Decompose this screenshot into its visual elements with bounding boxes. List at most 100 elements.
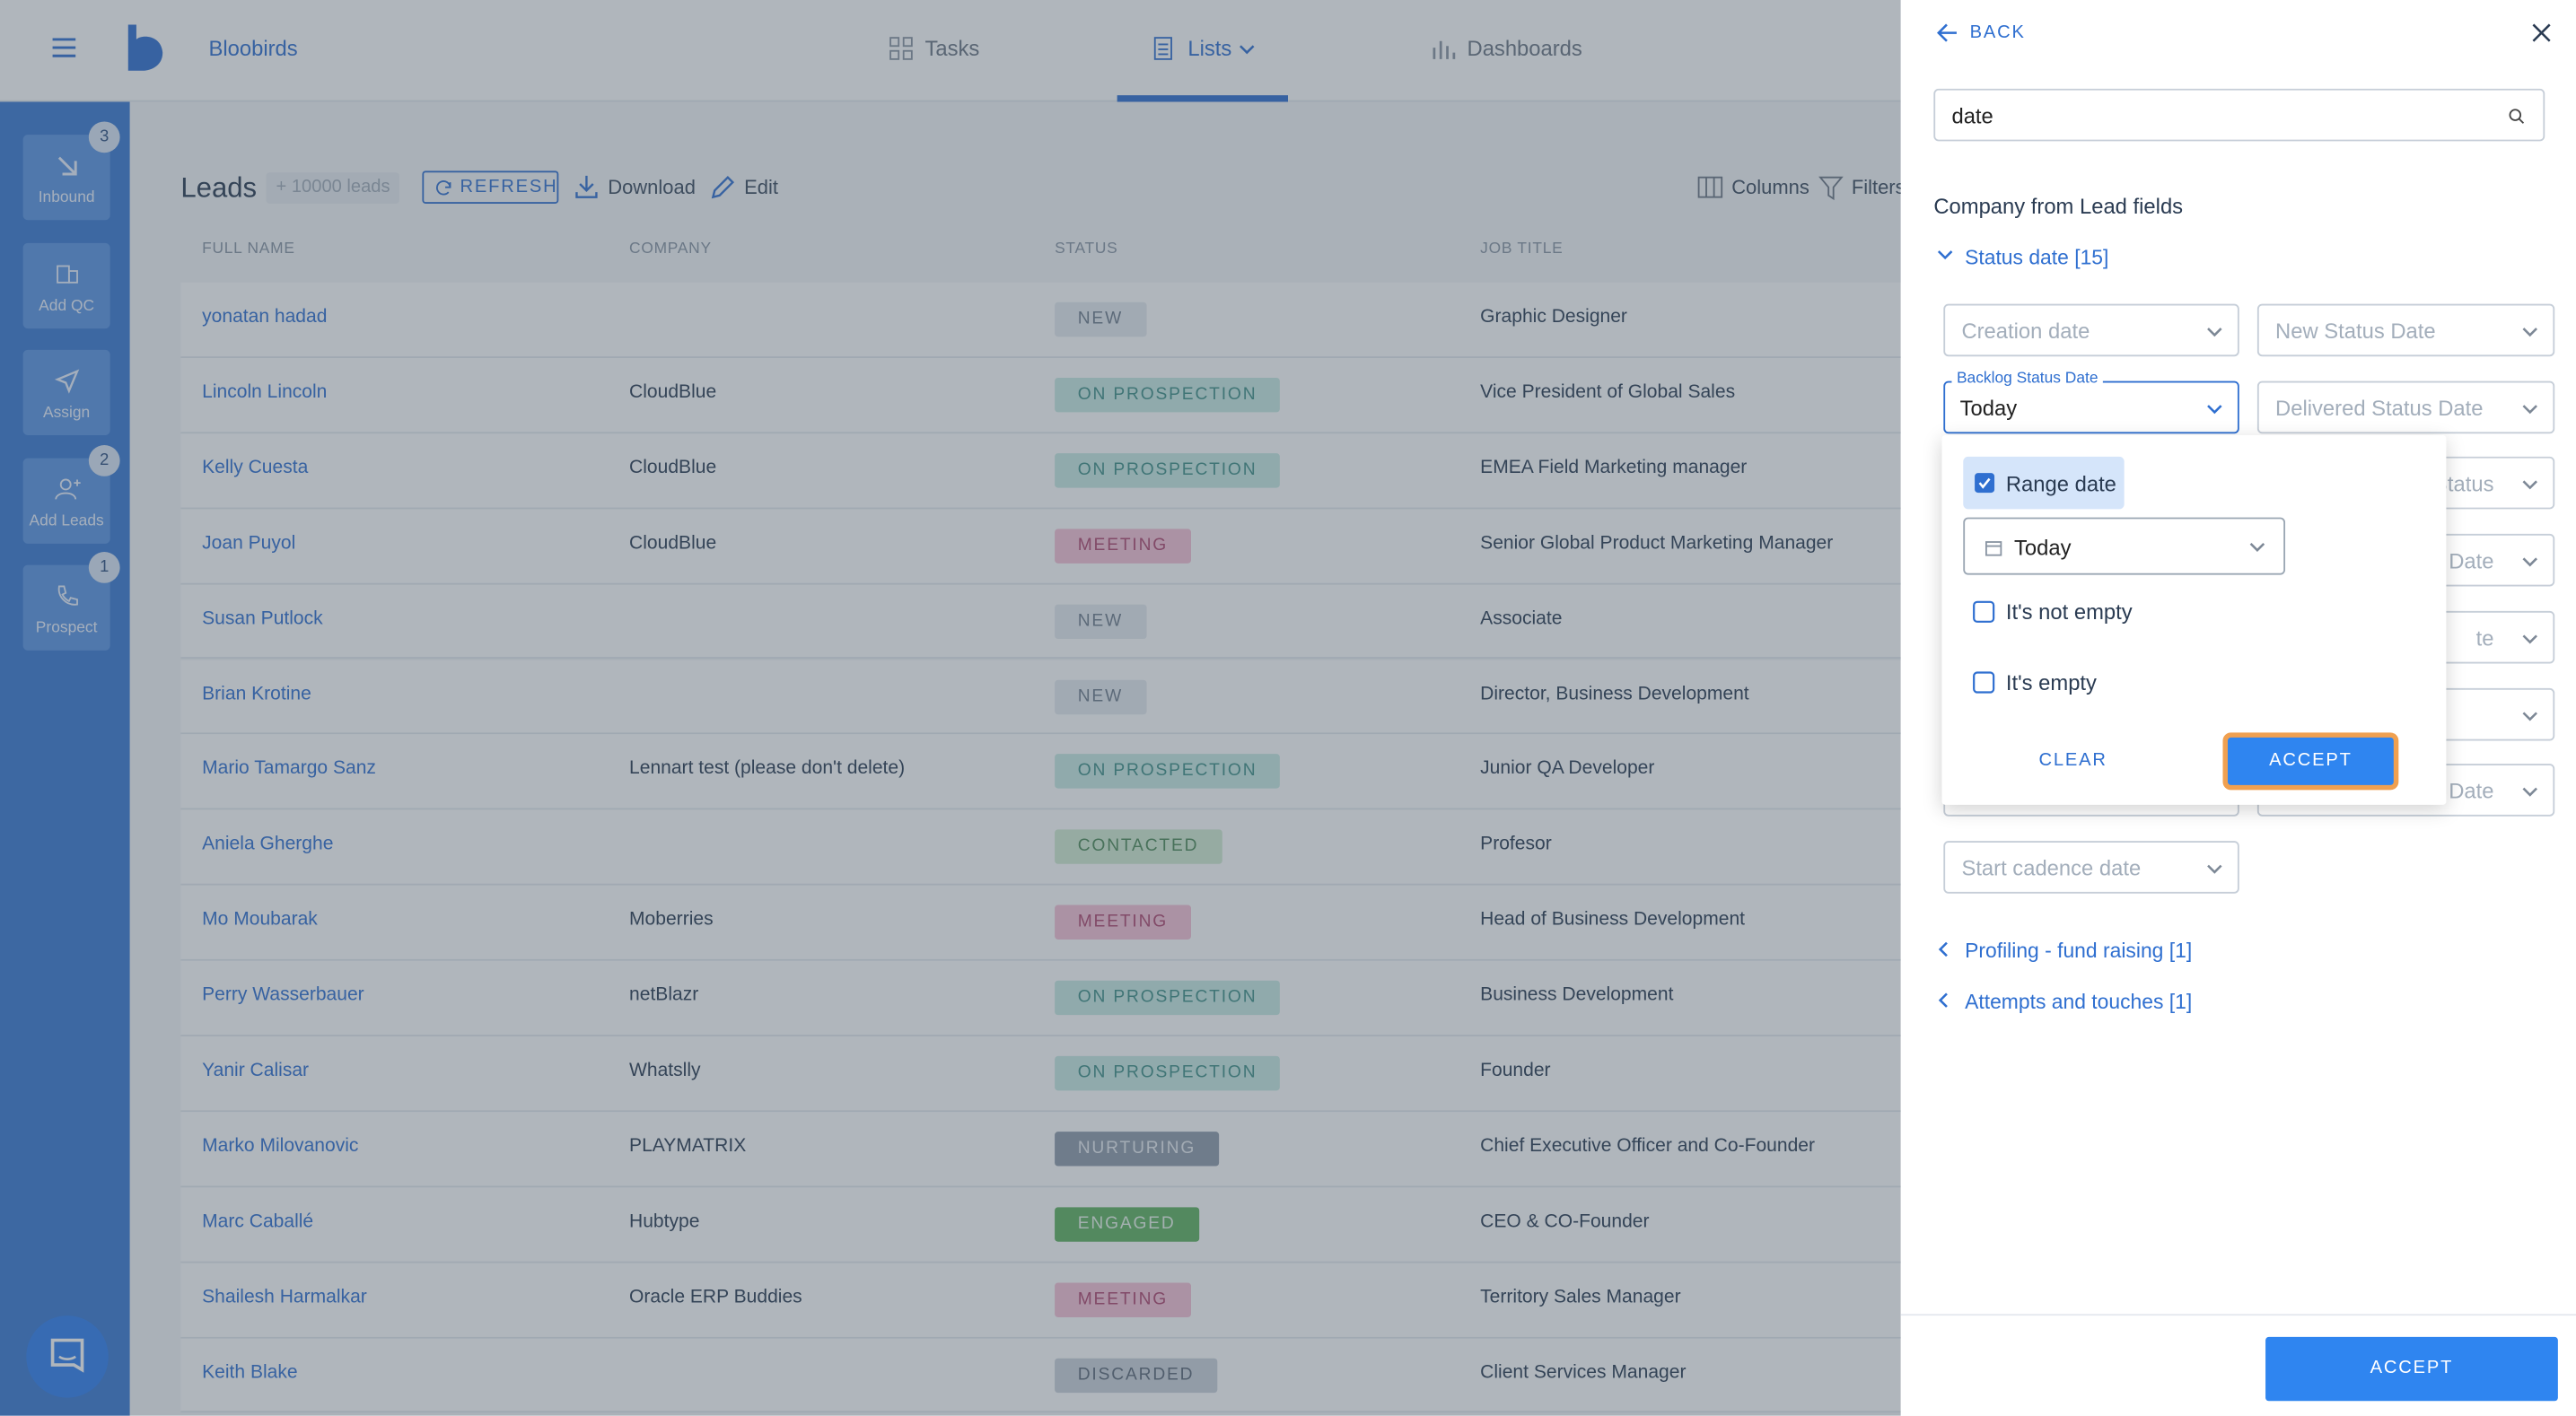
- column-header: FULL NAME: [202, 240, 295, 258]
- column-header: JOB TITLE: [1480, 240, 1564, 258]
- field-label: Backlog Status Date: [1951, 369, 2104, 388]
- table-row[interactable]: Shailesh Harmalkar Oracle ERP Buddies MEET…: [180, 1262, 1923, 1338]
- filter-icon: [1818, 176, 1844, 201]
- sidebar-button[interactable]: Inbound 3: [22, 121, 120, 221]
- table-row[interactable]: Marko Milovanovic PLAYMATRIX NURTURING Chie…: [180, 1111, 1923, 1187]
- table-row[interactable]: Lincoln Lincoln CloudBlue ON PROSPECTION Vi…: [180, 357, 1923, 433]
- table-row[interactable]: Marc Caballé Hubtype ENGAGED CEO & CO-Found…: [180, 1186, 1923, 1263]
- period-select[interactable]: Today: [1963, 517, 2286, 575]
- lead-name[interactable]: Lincoln Lincoln: [202, 382, 328, 403]
- lead-name[interactable]: Perry Wasserbauer: [202, 985, 364, 1006]
- checkbox-checked: [1975, 473, 1995, 494]
- table-row[interactable]: Susan Putlock NEW Associate: [180, 583, 1923, 660]
- chevron-icon: [1240, 45, 1255, 55]
- table-row[interactable]: Aniela Gherghe CONTACTED Profesor: [180, 809, 1923, 886]
- status-badge: MEETING: [1055, 905, 1191, 940]
- calendar-icon: [1985, 541, 2002, 556]
- badge: 3: [88, 121, 120, 153]
- sidebar-icon: [57, 156, 77, 176]
- back-button[interactable]: BACK: [1969, 22, 2026, 43]
- lead-name[interactable]: Susan Putlock: [202, 608, 323, 629]
- filter-field[interactable]: Start cadence date: [1943, 840, 2239, 894]
- group-open[interactable]: Status date [15]: [1965, 246, 2109, 270]
- edit-button[interactable]: Edit: [744, 175, 779, 199]
- status-badge: NEW: [1055, 603, 1146, 639]
- company-name: Lennart test (please don't delete): [629, 759, 906, 780]
- sidebar-label: Assign: [43, 404, 91, 423]
- lead-name[interactable]: yonatan hadad: [202, 307, 328, 328]
- accept-label: ACCEPT: [2269, 750, 2353, 771]
- table-row[interactable]: Mo Moubarak Moberries MEETING Head of Busin…: [180, 885, 1923, 961]
- lead-name[interactable]: Yanir Calisar: [202, 1061, 310, 1081]
- table-row[interactable]: Kelly Cuesta CloudBlue ON PROSPECTION EMEA …: [180, 433, 1923, 509]
- nav-item[interactable]: Tasks: [924, 36, 980, 61]
- accept-button[interactable]: ACCEPT: [2265, 1336, 2558, 1402]
- dropdown-accept[interactable]: ACCEPT: [2222, 732, 2399, 791]
- download-button[interactable]: Download: [608, 175, 696, 199]
- lead-name[interactable]: Aniela Gherghe: [202, 835, 334, 855]
- sidebar-button[interactable]: Add Leads 2: [22, 444, 120, 544]
- table-row[interactable]: Yanir Calisar Whatslly ON PROSPECTION Found…: [180, 1036, 1923, 1112]
- checkbox: [1973, 600, 1995, 623]
- field-placeholder: Creation date: [1961, 319, 2090, 344]
- columns-button[interactable]: Columns: [1731, 175, 1809, 199]
- filters-button[interactable]: Filters: [1851, 175, 1906, 199]
- table-row[interactable]: Mario Tamargo Sanz Lennart test (please d…: [180, 734, 1923, 810]
- nav-item[interactable]: Lists: [1187, 36, 1232, 61]
- lead-name[interactable]: Shailesh Harmalkar: [202, 1287, 367, 1307]
- sidebar-icon: [57, 586, 78, 607]
- sidebar-button[interactable]: Add QC: [22, 242, 110, 328]
- sidebar-button[interactable]: Assign: [22, 350, 110, 436]
- company-name: CloudBlue: [629, 458, 717, 478]
- job-title: EMEA Field Marketing manager: [1480, 458, 1748, 478]
- sidebar-button[interactable]: Prospect 1: [22, 552, 120, 651]
- table-row[interactable]: yonatan hadad NEW Graphic Designer: [180, 282, 1923, 358]
- date-dropdown: Range date Today It's not empty It's empty C…: [1941, 435, 2447, 805]
- lead-name[interactable]: Marko Milovanovic: [202, 1136, 359, 1157]
- status-badge: MEETING: [1055, 528, 1191, 564]
- range-option[interactable]: Range date: [1963, 456, 2125, 510]
- chat-icon: [50, 1338, 84, 1373]
- lead-name[interactable]: Kelly Cuesta: [202, 458, 309, 478]
- footer-divider: [1900, 1314, 2576, 1316]
- field-placeholder: New Status Date: [2275, 319, 2436, 344]
- table-row[interactable]: Perry Wasserbauer netBlazr ON PROSPECTION B…: [180, 960, 1923, 1036]
- checkbox-label[interactable]: It's empty: [2005, 669, 2097, 695]
- table-row[interactable]: Joan Puyol CloudBlue MEETING Senior Global …: [180, 508, 1923, 584]
- lead-name[interactable]: Brian Krotine: [202, 684, 311, 704]
- chevron-icon: [2522, 328, 2537, 337]
- job-title: Vice President of Global Sales: [1480, 382, 1736, 403]
- table-row[interactable]: Brian Krotine NEW Director, Business Devel…: [180, 659, 1923, 735]
- lead-name[interactable]: Marc Caballé: [202, 1211, 314, 1232]
- refresh-button[interactable]: REFRESH: [422, 170, 559, 204]
- chevron-icon: [2522, 557, 2537, 567]
- lead-name[interactable]: Joan Puyol: [202, 533, 296, 554]
- group-closed[interactable]: Attempts and touches [1]: [1965, 989, 2193, 1013]
- company-name: Oracle ERP Buddies: [629, 1287, 802, 1307]
- back-icon: [1937, 23, 1957, 42]
- table-row[interactable]: Keith Blake DISCARDED Client Services Mana…: [180, 1337, 1923, 1413]
- filter-field[interactable]: Creation date: [1943, 303, 2239, 357]
- chevron-icon: [1937, 250, 1953, 260]
- nav-item[interactable]: Dashboards: [1467, 36, 1582, 61]
- period-value: Today: [2014, 535, 2072, 561]
- filter-field[interactable]: New Status Date: [2256, 303, 2555, 357]
- status-badge: NURTURING: [1055, 1131, 1219, 1167]
- filter-field[interactable]: Delivered Status Date: [2256, 380, 2555, 433]
- chat-button[interactable]: [26, 1315, 109, 1398]
- nav-icon: [889, 37, 913, 60]
- accept-label: ACCEPT: [2370, 1358, 2454, 1378]
- sidebar-icon: [55, 478, 81, 500]
- filter-field[interactable]: Backlog Status Date Today: [1943, 369, 2239, 433]
- clear-button[interactable]: CLEAR: [2038, 750, 2107, 771]
- status-badge: DISCARDED: [1055, 1357, 1218, 1393]
- lead-name[interactable]: Mo Moubarak: [202, 910, 318, 931]
- company-name: Whatslly: [629, 1061, 701, 1081]
- lead-name[interactable]: Mario Tamargo Sanz: [202, 759, 376, 780]
- checkbox-label[interactable]: It's not empty: [2005, 599, 2133, 625]
- lead-name[interactable]: Keith Blake: [202, 1362, 298, 1383]
- group-closed[interactable]: Profiling - fund raising [1]: [1965, 939, 2193, 963]
- search-input[interactable]: date: [1933, 88, 2545, 142]
- company-name: CloudBlue: [629, 382, 717, 403]
